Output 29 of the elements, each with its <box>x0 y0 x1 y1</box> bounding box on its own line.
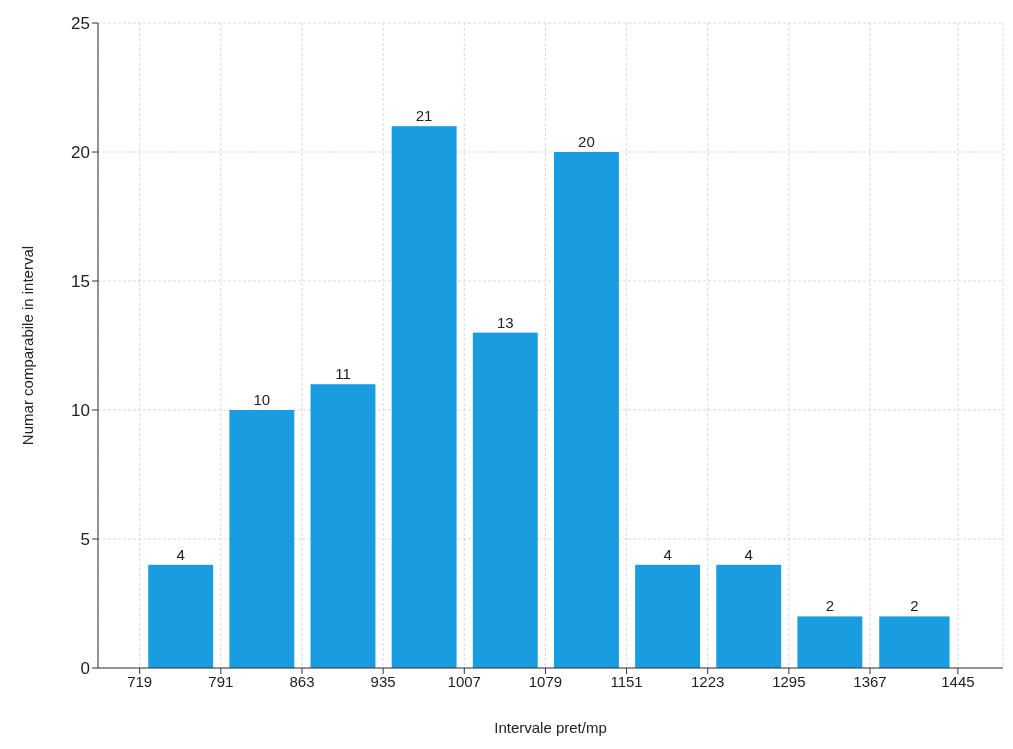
data-label: 20 <box>578 133 595 150</box>
y-tick-label: 0 <box>80 659 90 679</box>
y-tick-label: 25 <box>71 14 90 34</box>
data-label: 2 <box>825 597 835 615</box>
x-tick-label: 935 <box>370 672 396 690</box>
y-axis-title: Numar comparabile in interval <box>19 245 37 446</box>
x-tick-label: 719 <box>127 672 153 690</box>
x-tick-label: 1223 <box>691 672 725 690</box>
data-label: 4 <box>744 545 753 563</box>
data-label: 11 <box>335 365 351 383</box>
x-tick-label: 1445 <box>941 672 975 690</box>
x-tick-label: 1079 <box>528 672 563 690</box>
y-tick-label: 20 <box>71 143 90 163</box>
x-tick-label: 1151 <box>610 672 643 690</box>
data-label: 13 <box>496 313 514 331</box>
x-tick-label: 863 <box>289 672 315 690</box>
y-tick-label: 15 <box>71 272 90 292</box>
data-label: 4 <box>176 545 185 563</box>
data-label: 10 <box>253 391 271 408</box>
x-tick-label: 1295 <box>772 672 806 690</box>
data-label: 4 <box>663 545 672 563</box>
data-label: 2 <box>910 597 919 615</box>
x-axis-title: Intervale pret/mp <box>494 719 607 736</box>
data-label: 21 <box>415 107 433 125</box>
x-tick-label: 791 <box>208 672 234 690</box>
x-tick-label: 1367 <box>853 672 887 690</box>
x-tick-label: 1007 <box>447 672 481 690</box>
y-tick-label: 5 <box>80 530 90 550</box>
y-tick-label: 10 <box>71 401 90 421</box>
